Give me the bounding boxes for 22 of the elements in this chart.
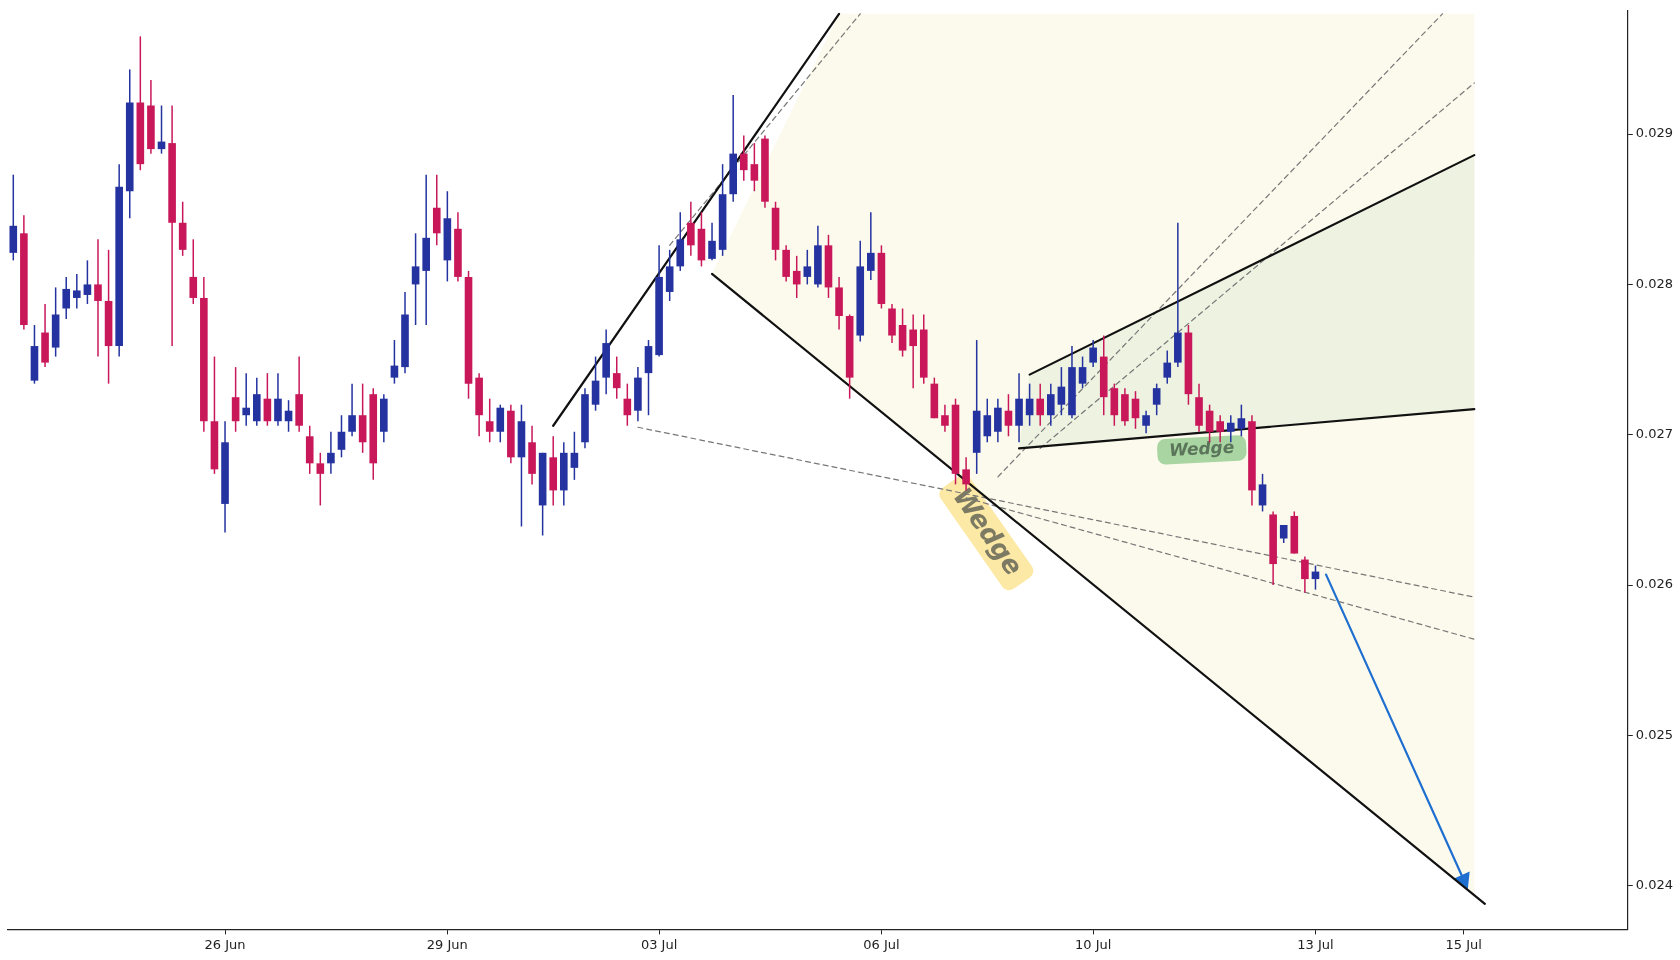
x-tick-label: 15 Jul bbox=[1445, 936, 1482, 952]
y-tick-label: 0.028 bbox=[1635, 275, 1673, 291]
x-tick-label: 29 Jun bbox=[426, 936, 468, 952]
x-tick-label: 13 Jul bbox=[1297, 936, 1334, 952]
candlestick bbox=[909, 314, 917, 389]
annotation: Wedge bbox=[1168, 436, 1235, 460]
y-tick-label: 0.024 bbox=[1635, 877, 1673, 893]
x-tick-label: 06 Jul bbox=[863, 936, 900, 952]
y-tick-label: 0.026 bbox=[1635, 576, 1673, 592]
x-tick-label: 03 Jul bbox=[640, 936, 678, 952]
candlestick bbox=[327, 431, 335, 474]
candlestick bbox=[867, 212, 875, 280]
candlestick bbox=[94, 239, 102, 357]
y-tick-label: 0.029 bbox=[1635, 125, 1673, 141]
candlestick bbox=[242, 373, 251, 426]
y-tick-label: 0.027 bbox=[1635, 426, 1673, 442]
y-tick-label: 0.025 bbox=[1635, 726, 1673, 742]
x-tick-label: 26 Jun bbox=[204, 936, 246, 952]
x-tick-label: 10 Jul bbox=[1074, 936, 1112, 952]
candlestick bbox=[1174, 222, 1182, 368]
candlestick bbox=[422, 174, 430, 326]
candlestick bbox=[73, 273, 81, 309]
